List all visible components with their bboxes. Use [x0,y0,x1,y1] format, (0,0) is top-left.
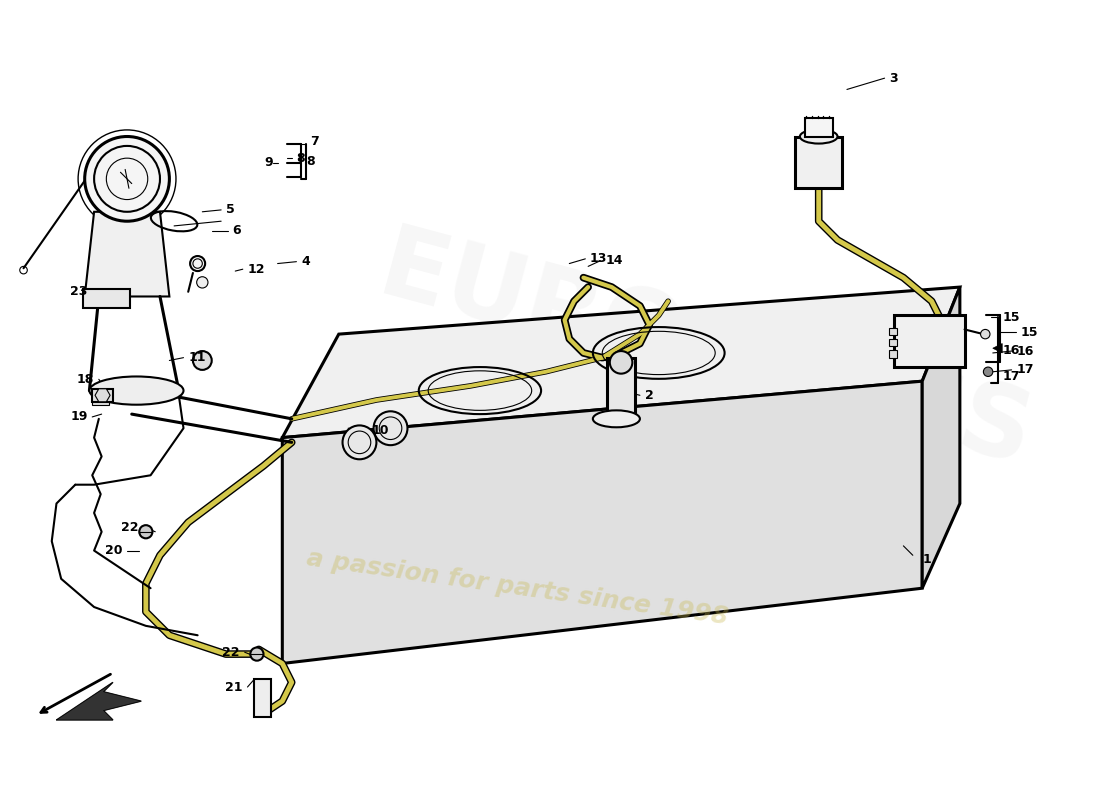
Text: a passion for parts since 1998: a passion for parts since 1998 [305,546,730,630]
Bar [82,289,130,308]
Text: 1: 1 [922,554,931,566]
Text: 7: 7 [310,134,319,148]
Circle shape [609,351,632,374]
Polygon shape [283,381,922,663]
Bar [889,327,896,335]
Ellipse shape [89,377,184,405]
Circle shape [85,137,169,222]
Text: 22: 22 [121,521,139,534]
Text: 11: 11 [188,351,206,364]
Ellipse shape [800,130,837,143]
Bar [889,339,896,346]
Circle shape [374,411,407,445]
Bar [889,350,896,358]
Text: 19: 19 [70,410,88,423]
Text: 15: 15 [1021,326,1038,338]
Bar [92,389,113,402]
Polygon shape [283,287,960,438]
Circle shape [197,277,208,288]
Polygon shape [85,212,169,297]
Circle shape [251,647,264,661]
Bar [254,679,271,717]
Circle shape [983,367,993,377]
Circle shape [140,525,153,538]
Text: 12: 12 [248,262,265,276]
Text: 13: 13 [590,252,607,266]
Circle shape [192,351,211,370]
Bar [92,394,109,405]
Text: 3: 3 [889,72,898,85]
Polygon shape [993,343,1002,353]
Polygon shape [922,287,960,588]
Bar [804,118,833,137]
Circle shape [342,426,376,459]
Text: 16: 16 [1016,345,1034,358]
Text: 9: 9 [264,156,273,170]
Text: 6: 6 [232,224,241,237]
Text: 10: 10 [372,424,389,437]
Circle shape [190,256,205,271]
Text: 22: 22 [222,646,240,658]
Text: 14: 14 [605,254,623,267]
Text: 8: 8 [306,155,315,169]
Text: 23: 23 [70,286,88,298]
Text: 20: 20 [104,544,122,557]
Circle shape [980,330,990,339]
Text: 15: 15 [1002,310,1020,324]
Bar [795,137,843,188]
Text: 17: 17 [1016,363,1034,376]
Text: EUROSPECS: EUROSPECS [368,219,1043,486]
Text: 5: 5 [226,203,234,217]
Bar [607,358,635,419]
Text: 16: 16 [1002,344,1020,357]
Ellipse shape [593,410,640,427]
Polygon shape [56,682,141,720]
Bar [894,315,965,367]
Text: 4: 4 [301,255,310,268]
Text: 8: 8 [296,152,305,165]
Text: 17: 17 [1002,370,1020,383]
Polygon shape [95,389,110,402]
Text: 2: 2 [645,389,653,402]
Text: 18: 18 [77,373,95,386]
Text: 21: 21 [226,681,243,694]
